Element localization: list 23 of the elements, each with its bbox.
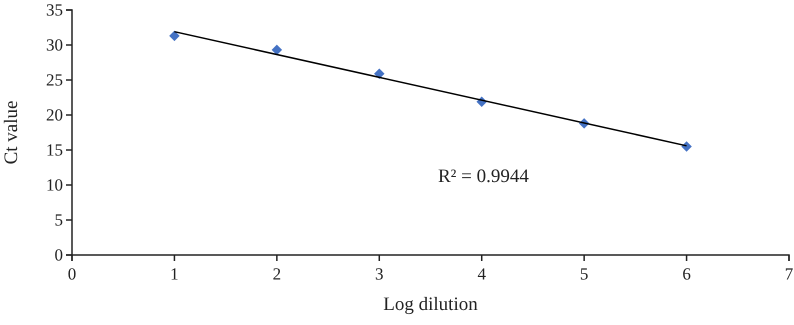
x-tick-label: 6 [682,264,691,284]
point [681,141,692,152]
x-tick-label: 5 [580,264,588,284]
y-axis-title: Ct value [1,100,22,164]
x-tick-label: 4 [477,264,486,284]
y-tick-label: 25 [46,70,63,90]
x-tick-label: 1 [170,264,179,284]
y-tick-label: 5 [54,210,63,230]
point [169,30,180,42]
point [272,44,282,56]
y-tick-label: 30 [46,35,63,54]
y-tick-label: 35 [46,0,63,20]
point [374,68,385,79]
x-tick-label: 7 [784,264,794,284]
y-tick-label: 15 [46,140,63,160]
x-tick-label: 3 [375,264,384,284]
y-tick-label: 10 [46,175,63,194]
x-tick-label: 0 [68,264,76,284]
y-tick-label: 0 [54,245,63,264]
x-tick-label: 2 [272,264,282,284]
y-tick-label: 20 [46,105,63,124]
x-axis-title: Log dilution [383,294,478,315]
annotation: R² = 0.9944 [438,166,530,188]
